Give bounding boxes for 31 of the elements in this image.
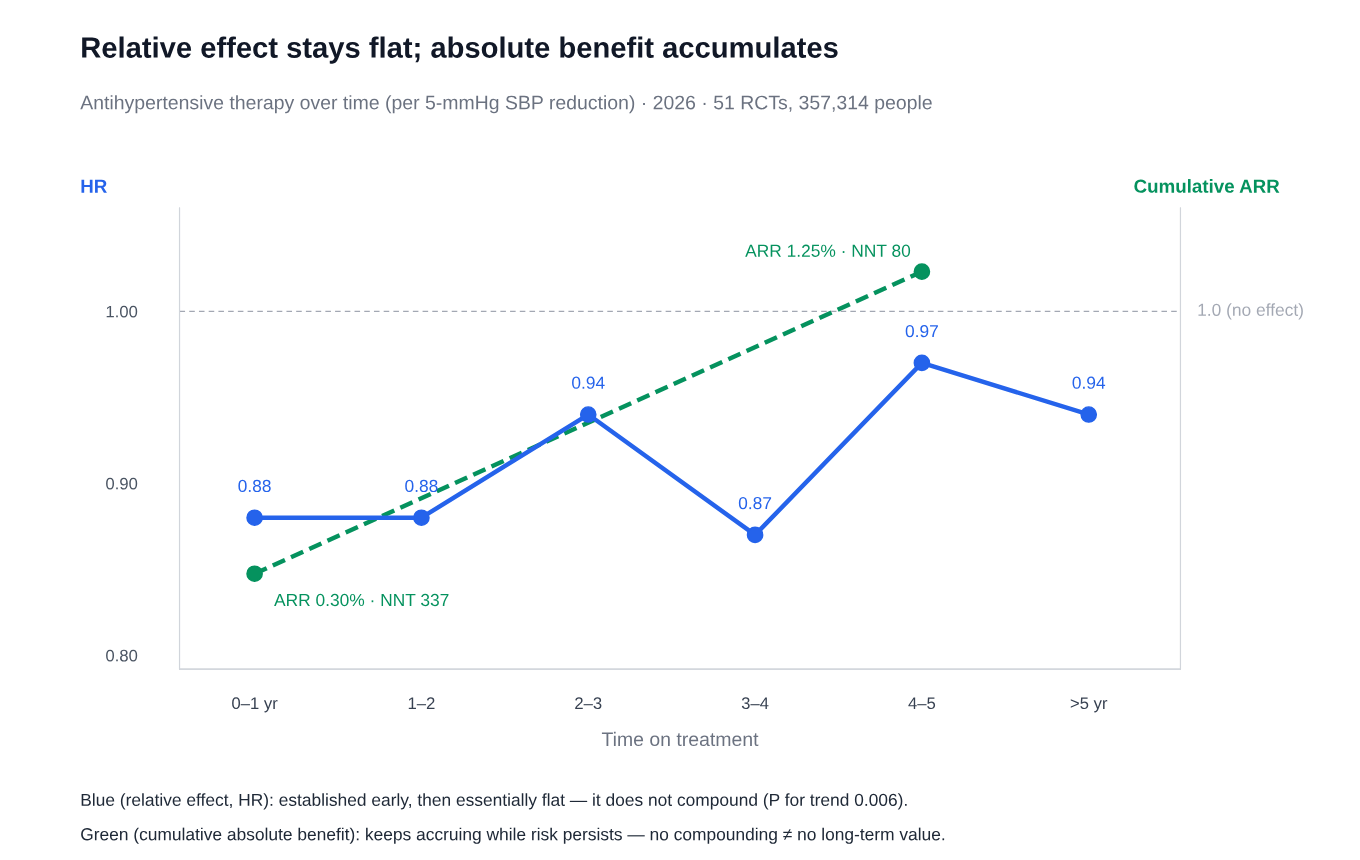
- x-tick-label: 3–4: [741, 697, 769, 710]
- x-tick-label: 1–2: [408, 697, 435, 709]
- data-label: 0.88: [405, 479, 438, 493]
- point: [413, 509, 430, 527]
- y-tick-label: 0.90: [106, 477, 138, 490]
- data-label: 0.94: [572, 376, 605, 389]
- point: [1080, 406, 1098, 423]
- x-tick-label: 2–3: [575, 697, 602, 710]
- point: [579, 406, 597, 423]
- data-label: 0.94: [1072, 376, 1106, 389]
- y-tick-label: 1.00: [106, 305, 138, 318]
- y-tick-label: 0.80: [106, 649, 138, 662]
- chart-subtitle: Antihypertensive therapy over time (per 5-mmHg SBP reduction) · 2026 · 51 RCTs, 357,314 people: [80, 95, 932, 114]
- point: [246, 509, 263, 527]
- text: Green (cumulative absolute benefit): keeps accruing while risk persists — no compounding ≠ no long-term value.: [81, 827, 945, 844]
- text: Blue (relative effect, HR): established early, then essentially flat — it does not compound (P for trend 0.006).: [81, 793, 907, 810]
- y2-axis-title: Cumulative ARR: [1134, 179, 1280, 193]
- data-label: ARR 1.25% · NNT 80: [745, 244, 911, 257]
- x-axis-title: Time on treatment: [601, 731, 759, 747]
- x-tick-label: >5 yr: [1070, 697, 1108, 713]
- x-tick-label: 0–1 yr: [232, 697, 278, 713]
- y-axis-title: HR: [81, 179, 107, 193]
- point: [913, 354, 931, 372]
- ref-line-label: 1.0 (no effect): [1198, 303, 1303, 320]
- data-label: 0.88: [238, 479, 271, 493]
- x-tick-label: 4–5: [908, 697, 936, 710]
- point: [746, 526, 764, 544]
- data-label: ARR 0.30% · NNT 337: [274, 593, 449, 607]
- data-label: 0.97: [905, 324, 938, 338]
- chart-title: Relative effect stays flat; absolute benefit accumulates: [82, 36, 838, 64]
- data-label: 0.87: [738, 496, 772, 510]
